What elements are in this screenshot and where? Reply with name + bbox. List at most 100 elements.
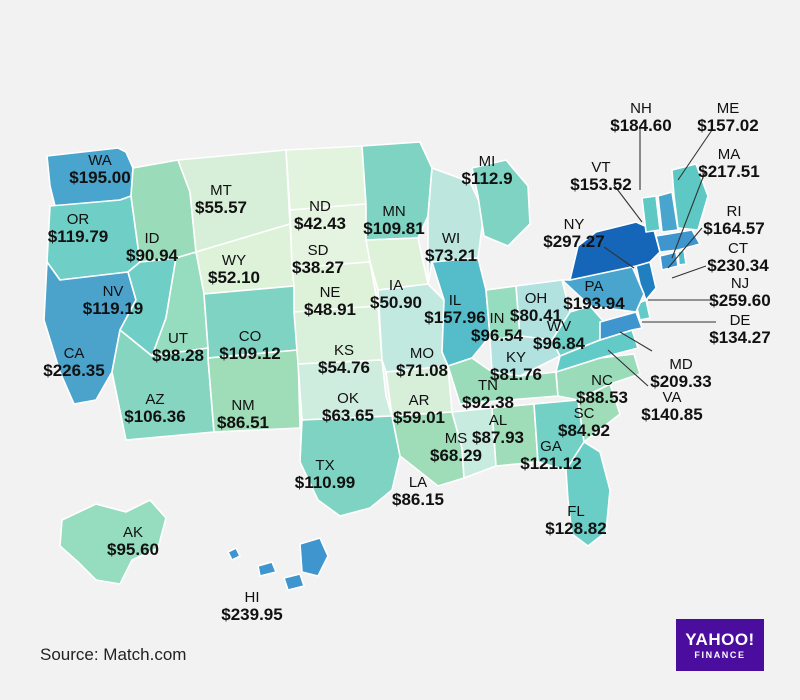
state-value-va: $140.85 [641,405,702,424]
state-value-ak: $95.60 [107,540,159,559]
state-abbr-ut: UT [168,330,188,347]
state-value-nd: $42.43 [294,214,346,233]
state-shape-nm[interactable] [207,349,301,433]
state-abbr-ks: KS [334,342,354,359]
state-abbr-ky: KY [506,349,526,366]
state-value-ms: $68.29 [430,446,482,465]
state-shape-ny[interactable] [569,221,661,281]
state-value-ky: $81.76 [490,365,542,384]
state-abbr-mo: MO [410,345,434,362]
state-abbr-ny: NY [564,216,585,233]
state-value-az: $106.36 [124,407,185,426]
state-value-sc: $84.92 [558,421,610,440]
state-abbr-md: MD [669,356,692,373]
state-value-ri: $164.57 [703,219,764,238]
state-value-mo: $71.08 [396,361,448,380]
state-abbr-wa: WA [88,152,112,169]
state-abbr-sc: SC [574,405,595,422]
state-abbr-in: IN [490,310,505,327]
state-shape-tn[interactable] [447,357,559,405]
state-abbr-nm: NM [231,397,254,414]
state-abbr-wi: WI [442,230,460,247]
state-abbr-mn: MN [382,203,405,220]
state-abbr-il: IL [449,292,462,309]
state-abbr-ct: CT [728,240,748,257]
state-value-hi: $239.95 [221,605,282,624]
state-value-wa: $195.00 [69,168,130,187]
state-value-nc: $88.53 [576,388,628,407]
state-value-de: $134.27 [709,328,770,347]
state-abbr-az: AZ [145,391,164,408]
state-abbr-ms: MS [445,430,468,447]
state-abbr-nc: NC [591,372,613,389]
state-value-nm: $86.51 [217,413,269,432]
state-abbr-ri: RI [727,203,742,220]
state-abbr-al: AL [489,412,507,429]
state-value-mi: $112.9 [461,169,512,188]
state-value-ma: $217.51 [698,162,759,181]
source-note: Source: Match.com [40,645,187,664]
state-shape-ak[interactable] [59,499,167,585]
state-shape-ct[interactable] [659,251,679,271]
state-abbr-fl: FL [567,503,585,520]
state-value-ar: $59.01 [393,408,445,427]
state-value-ne: $48.91 [304,300,356,319]
state-abbr-co: CO [239,328,262,345]
state-value-fl: $128.82 [545,519,606,538]
state-shape-me[interactable] [671,163,709,231]
state-value-vt: $153.52 [570,175,631,194]
state-abbr-mt: MT [210,182,232,199]
state-abbr-ak: AK [123,524,143,541]
state-value-al: $87.93 [472,428,524,447]
state-shape-fl[interactable] [565,441,611,547]
state-abbr-me: ME [717,100,740,117]
state-abbr-oh: OH [525,290,548,307]
state-abbr-ar: AR [409,392,430,409]
state-value-ny: $297.27 [543,232,604,251]
state-value-md: $209.33 [650,372,711,391]
state-abbr-wv: WV [547,318,571,335]
state-abbr-ia: IA [389,277,403,294]
state-abbr-vt: VT [591,159,610,176]
state-abbr-ca: CA [64,345,85,362]
state-shape-ms[interactable] [451,407,497,479]
state-value-wv: $96.84 [533,334,586,353]
state-value-nv: $119.19 [83,299,144,318]
state-abbr-va: VA [663,389,682,406]
state-abbr-or: OR [67,211,90,228]
state-shape-ok[interactable] [297,359,393,421]
state-shape-nh[interactable] [657,191,679,233]
state-value-nh: $184.60 [610,116,671,135]
state-abbr-wy: WY [222,252,246,269]
state-abbr-id: ID [145,230,160,247]
logo-subtext: FINANCE [694,649,746,660]
state-abbr-hi: HI [245,589,260,606]
leader-lines-group [603,128,716,387]
state-abbr-ga: GA [540,438,562,455]
state-abbr-nv: NV [103,283,124,300]
state-abbr-ok: OK [337,390,359,407]
state-abbr-tx: TX [315,457,334,474]
state-value-or: $119.79 [48,227,109,246]
state-abbr-nj: NJ [731,275,749,292]
state-value-ct: $230.34 [707,256,769,275]
state-abbr-sd: SD [308,242,329,259]
map-labels-group: WA$195.00 OR$119.79 CA$226.35 NV$119.19 ID $9… [43,100,770,624]
state-value-ks: $54.76 [318,358,370,377]
state-value-ca: $226.35 [43,361,104,380]
state-shape-hi[interactable] [227,537,329,591]
state-shape-mn[interactable] [361,141,433,241]
state-value-mn: $109.81 [363,219,424,238]
state-abbr-mi: MI [479,153,496,170]
state-shape-md[interactable] [599,311,643,341]
state-value-ut: $98.28 [152,346,204,365]
state-abbr-tn: TN [478,377,498,394]
state-shape-az[interactable] [111,329,215,441]
state-abbr-la: LA [409,474,427,491]
state-shape-vt[interactable] [641,195,661,233]
state-shape-mi[interactable] [471,159,531,247]
state-value-wy: $52.10 [208,268,260,287]
state-shape-wi[interactable] [427,167,485,285]
